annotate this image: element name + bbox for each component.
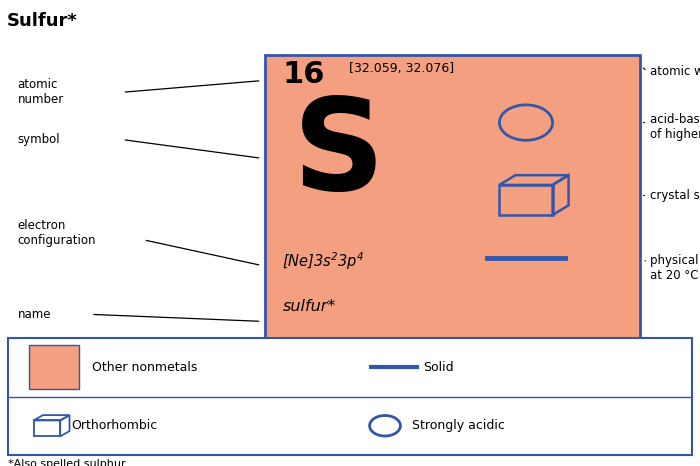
Text: symbol: symbol [18,133,60,146]
FancyBboxPatch shape [29,345,80,390]
Text: Other nonmetals: Other nonmetals [92,361,197,374]
Text: atomic weight: atomic weight [650,65,700,78]
FancyBboxPatch shape [265,55,640,340]
Text: S: S [293,92,385,217]
Text: atomic
number: atomic number [18,78,64,106]
Text: acid-base properties
of higher-valence oxides: acid-base properties of higher-valence o… [650,113,700,141]
Text: *Also spelled sulphur.: *Also spelled sulphur. [8,459,129,466]
Text: sulfur*: sulfur* [283,299,336,315]
Text: name: name [18,308,51,321]
Text: crystal structure: crystal structure [650,189,700,202]
Text: Orthorhombic: Orthorhombic [71,419,158,432]
Text: Sulfur*: Sulfur* [7,12,78,30]
Text: $\mathregular{[Ne]3s^23p^4}$: $\mathregular{[Ne]3s^23p^4}$ [283,251,365,273]
Text: Solid: Solid [424,361,454,374]
Text: 16: 16 [283,60,325,89]
Text: Strongly acidic: Strongly acidic [412,419,505,432]
Text: physical state
at 20 °C (68 °F): physical state at 20 °C (68 °F) [650,254,700,282]
FancyBboxPatch shape [8,338,692,455]
Text: [32.059, 32.076]: [32.059, 32.076] [349,62,454,75]
Text: electron
configuration: electron configuration [18,219,96,247]
